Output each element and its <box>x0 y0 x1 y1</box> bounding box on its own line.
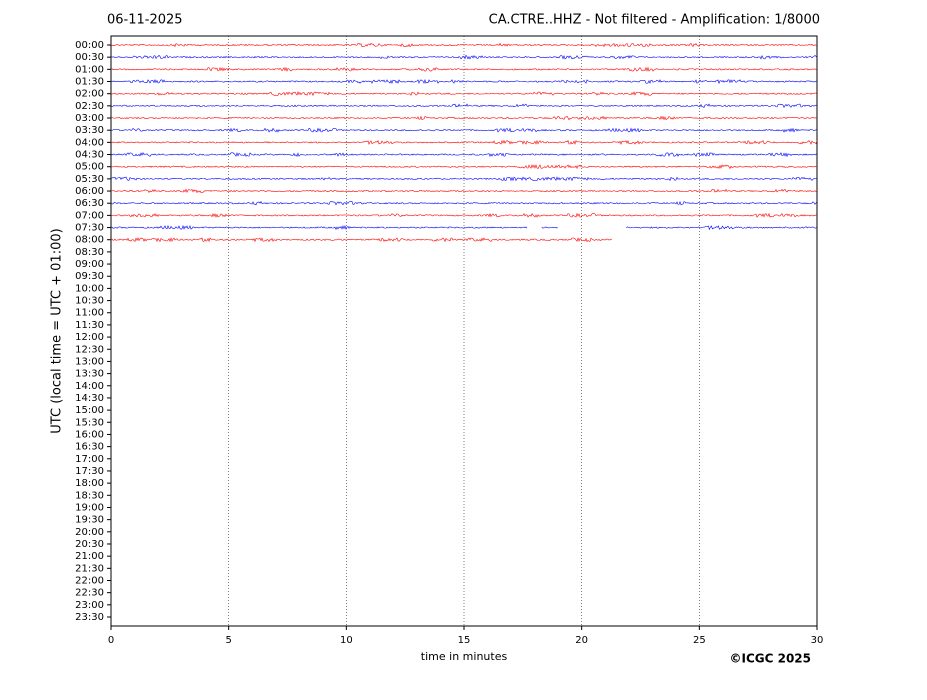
y-tick-label: 07:00 <box>75 210 104 221</box>
trace-segment <box>110 188 818 194</box>
trace-segment <box>110 152 818 158</box>
trace-segment <box>110 91 818 97</box>
y-axis-label: UTC (local time = UTC + 01:00) <box>50 228 65 433</box>
y-tick-label: 22:30 <box>75 588 104 599</box>
y-tick-label: 16:30 <box>75 442 104 453</box>
y-tick-label: 03:00 <box>75 113 104 124</box>
y-tick-label: 16:00 <box>75 429 104 440</box>
trace-segment <box>110 115 818 121</box>
y-tick-label: 02:30 <box>75 101 104 112</box>
y-tick-label: 06:00 <box>75 186 104 197</box>
y-tick-label: 11:30 <box>75 320 104 331</box>
trace-segment <box>626 225 817 231</box>
y-tick-label: 18:30 <box>75 490 104 501</box>
chart-subtitle: CA.CTRE..HHZ - Not filtered - Amplificat… <box>489 13 820 28</box>
trace-segment <box>110 78 818 85</box>
trace-segment <box>110 42 818 48</box>
y-tick-label: 17:30 <box>75 466 104 477</box>
y-tick-label: 09:00 <box>75 259 104 270</box>
x-axis-label: time in minutes <box>421 650 508 663</box>
y-tick-label: 05:00 <box>75 162 104 173</box>
trace-segment <box>110 54 818 60</box>
y-tick-label: 12:00 <box>75 332 104 343</box>
trace-segment <box>110 176 818 182</box>
trace-segment <box>110 164 818 170</box>
y-tick-label: 03:30 <box>75 125 104 136</box>
trace-segment <box>110 224 528 231</box>
x-tick-label: 15 <box>458 635 471 646</box>
credit: ©ICGC 2025 <box>729 652 811 666</box>
y-tick-label: 20:30 <box>75 539 104 550</box>
y-tick-label: 02:00 <box>75 89 104 100</box>
y-tick-label: 09:30 <box>75 271 104 282</box>
y-tick-label: 18:00 <box>75 478 104 489</box>
chart-title: 06-11-2025 <box>107 13 183 28</box>
y-tick-label: 19:00 <box>75 502 104 513</box>
trace-segment <box>110 237 613 243</box>
x-tick-label: 25 <box>693 635 706 646</box>
trace-segment <box>110 212 818 218</box>
y-tick-label: 23:00 <box>75 600 104 611</box>
y-tick-label: 20:00 <box>75 527 104 538</box>
x-tick-label: 0 <box>108 635 114 646</box>
y-tick-label: 10:30 <box>75 296 104 307</box>
y-tick-label: 08:30 <box>75 247 104 258</box>
y-tick-label: 00:00 <box>75 40 104 51</box>
y-tick-label: 08:00 <box>75 235 104 246</box>
x-tick-label: 20 <box>575 635 588 646</box>
trace-segment <box>541 226 558 229</box>
trace-segment <box>110 103 818 108</box>
y-tick-label: 04:00 <box>75 137 104 148</box>
trace-segment <box>110 127 818 133</box>
y-tick-label: 21:00 <box>75 551 104 562</box>
y-tick-label: 21:30 <box>75 563 104 574</box>
y-tick-label: 00:30 <box>75 52 104 63</box>
y-tick-label: 12:30 <box>75 344 104 355</box>
y-tick-label: 13:30 <box>75 369 104 380</box>
y-tick-label: 13:00 <box>75 356 104 367</box>
x-tick-label: 30 <box>811 635 824 646</box>
y-tick-label: 10:00 <box>75 283 104 294</box>
y-tick-label: 19:30 <box>75 515 104 526</box>
y-tick-label: 01:00 <box>75 64 104 75</box>
y-tick-label: 15:30 <box>75 417 104 428</box>
trace-segment <box>110 139 818 146</box>
trace-segment <box>110 66 818 72</box>
y-tick-label: 01:30 <box>75 77 104 88</box>
y-tick-label: 11:00 <box>75 308 104 319</box>
y-tick-label: 17:00 <box>75 454 104 465</box>
y-tick-label: 14:00 <box>75 381 104 392</box>
y-tick-label: 14:30 <box>75 393 104 404</box>
y-tick-label: 07:30 <box>75 223 104 234</box>
y-tick-label: 15:00 <box>75 405 104 416</box>
x-tick-label: 10 <box>340 635 353 646</box>
y-tick-label: 23:30 <box>75 612 104 623</box>
trace-segment <box>110 200 818 206</box>
x-tick-label: 5 <box>225 635 231 646</box>
y-tick-label: 04:30 <box>75 150 104 161</box>
y-tick-label: 05:30 <box>75 174 104 185</box>
y-tick-label: 22:00 <box>75 575 104 586</box>
y-tick-label: 06:30 <box>75 198 104 209</box>
